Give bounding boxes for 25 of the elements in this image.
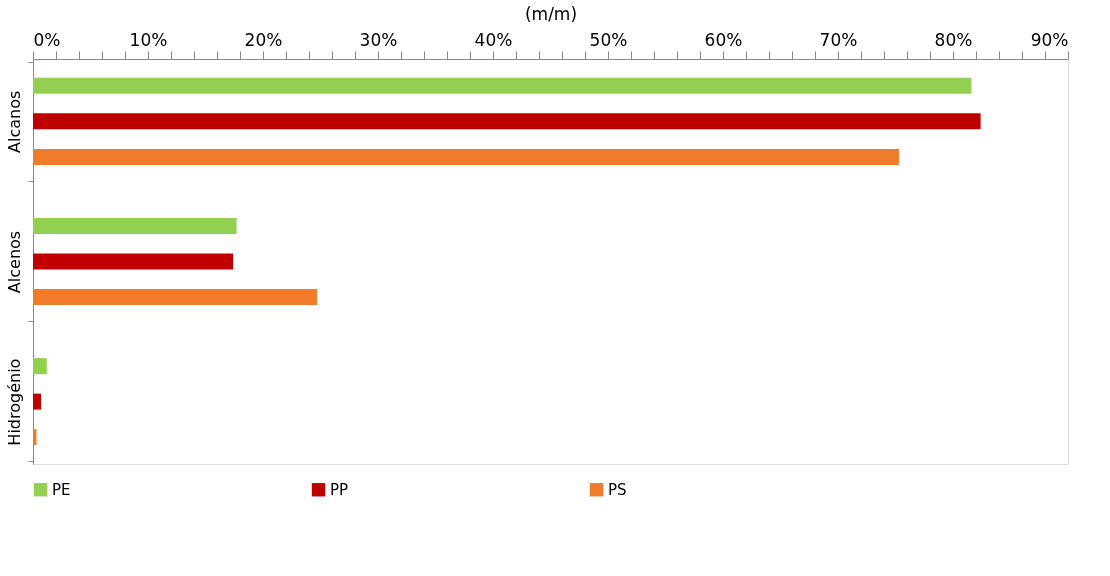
legend-label: PS: [608, 480, 627, 499]
bar: [33, 393, 42, 410]
x-tick-label: 50%: [589, 29, 628, 50]
x-tick-label: 40%: [474, 29, 513, 50]
bar: [33, 77, 972, 94]
x-tick-label: 30%: [359, 29, 398, 50]
x-tick-label: 20%: [244, 29, 283, 50]
bar: [33, 253, 234, 270]
x-tick-label: 80%: [934, 29, 973, 50]
bar: [33, 148, 899, 165]
bar: [33, 113, 981, 130]
legend-label: PE: [52, 480, 71, 499]
x-tick-label: 0%: [33, 29, 61, 50]
x-tick-label: 70%: [819, 29, 858, 50]
x-axis-title: (m/m): [524, 3, 578, 24]
x-tick-label: 10%: [129, 29, 168, 50]
x-tick-label: 90%: [1030, 29, 1069, 50]
y-tick-label: Alcanos: [4, 90, 24, 153]
x-tick-label: 60%: [704, 29, 743, 50]
bar: [33, 289, 318, 306]
bar: [33, 217, 237, 234]
legend-label: PP: [330, 480, 349, 499]
y-tick-label: Hidrogénio: [4, 358, 24, 446]
y-tick-label: Alcenos: [4, 230, 24, 294]
bar: [33, 358, 47, 375]
